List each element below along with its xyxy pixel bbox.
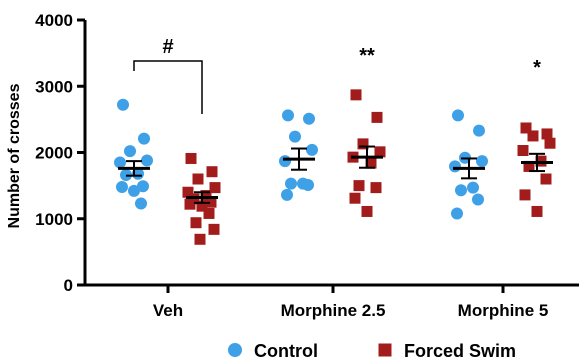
data-point-control bbox=[467, 181, 479, 194]
y-axis-title: Number of crosses bbox=[6, 83, 23, 228]
data-point-forced-swim bbox=[531, 205, 543, 217]
data-point-forced-swim bbox=[371, 111, 383, 123]
legend: Control Forced Swim bbox=[228, 341, 516, 361]
data-point-control bbox=[279, 155, 291, 168]
y-tick-label: 0 bbox=[64, 276, 73, 295]
data-point-control bbox=[128, 184, 140, 197]
data-point-control bbox=[451, 207, 463, 220]
data-point-forced-swim bbox=[208, 223, 220, 235]
data-point-control bbox=[306, 143, 318, 156]
data-point-forced-swim bbox=[374, 146, 386, 158]
data-point-forced-swim bbox=[357, 138, 369, 150]
legend-marker-control bbox=[228, 343, 242, 357]
significance-marker: # bbox=[162, 36, 173, 58]
data-point-forced-swim bbox=[365, 157, 377, 169]
y-tick-label: 4000 bbox=[35, 11, 73, 30]
data-point-forced-swim bbox=[541, 128, 553, 140]
data-point-control bbox=[138, 132, 150, 145]
data-point-control bbox=[289, 130, 301, 143]
significance-marker: ** bbox=[359, 45, 375, 67]
x-tick-label: Veh bbox=[153, 301, 183, 320]
data-point-forced-swim bbox=[192, 173, 204, 185]
data-point-forced-swim bbox=[517, 145, 529, 157]
data-point-forced-swim bbox=[203, 207, 215, 219]
y-tick-label: 3000 bbox=[35, 77, 73, 96]
data-point-forced-swim bbox=[184, 198, 196, 210]
legend-label: Control bbox=[254, 341, 318, 361]
legend-marker-forced-swim bbox=[378, 343, 392, 357]
data-point-forced-swim bbox=[544, 137, 556, 149]
y-tick-label: 2000 bbox=[35, 144, 73, 163]
x-tick-label: Morphine 2.5 bbox=[281, 301, 386, 320]
significance-bracket bbox=[133, 60, 203, 114]
data-point-forced-swim bbox=[190, 217, 202, 229]
data-point-control bbox=[472, 193, 484, 206]
data-point-forced-swim bbox=[206, 166, 218, 178]
data-point-forced-swim bbox=[350, 89, 362, 101]
data-point-forced-swim bbox=[349, 192, 361, 204]
y-tick-label: 1000 bbox=[35, 210, 73, 229]
data-point-forced-swim bbox=[353, 180, 365, 192]
data-point-control bbox=[116, 180, 128, 193]
data-point-control bbox=[141, 154, 153, 167]
data-point-control bbox=[282, 109, 294, 122]
data-point-forced-swim bbox=[194, 233, 206, 245]
x-tick-label: Morphine 5 bbox=[458, 301, 549, 320]
data-point-control bbox=[455, 184, 467, 197]
data-point-control bbox=[285, 177, 297, 190]
data-point-forced-swim bbox=[527, 130, 539, 142]
data-point-control bbox=[117, 98, 129, 111]
data-point-control bbox=[124, 145, 136, 158]
data-point-control bbox=[473, 124, 485, 137]
data-point-control bbox=[137, 180, 149, 193]
data-point-forced-swim bbox=[196, 200, 208, 212]
data-point-control bbox=[303, 112, 315, 125]
data-point-control bbox=[302, 178, 314, 191]
data-point-control bbox=[476, 155, 488, 168]
significance-marker: * bbox=[533, 57, 541, 79]
data-point-control bbox=[135, 197, 147, 210]
plot-area: 0 1000 2000 3000 4000 Veh Morphine 2.5 Morphine… bbox=[35, 11, 579, 320]
data-point-forced-swim bbox=[520, 122, 532, 134]
data-point-forced-swim bbox=[200, 190, 212, 202]
data-point-forced-swim bbox=[540, 173, 552, 185]
data-point-forced-swim bbox=[185, 152, 197, 164]
data-point-forced-swim bbox=[209, 182, 221, 194]
data-point-control bbox=[281, 188, 293, 201]
data-point-forced-swim bbox=[205, 196, 217, 208]
data-point-control bbox=[114, 156, 126, 169]
data-point-control bbox=[452, 109, 464, 122]
data-point-forced-swim bbox=[182, 186, 194, 198]
data-point-forced-swim bbox=[519, 189, 531, 201]
data-point-control bbox=[449, 160, 461, 173]
data-point-forced-swim bbox=[361, 205, 373, 217]
data-point-forced-swim bbox=[523, 160, 535, 172]
data-point-forced-swim bbox=[370, 182, 382, 194]
legend-label: Forced Swim bbox=[404, 341, 516, 361]
